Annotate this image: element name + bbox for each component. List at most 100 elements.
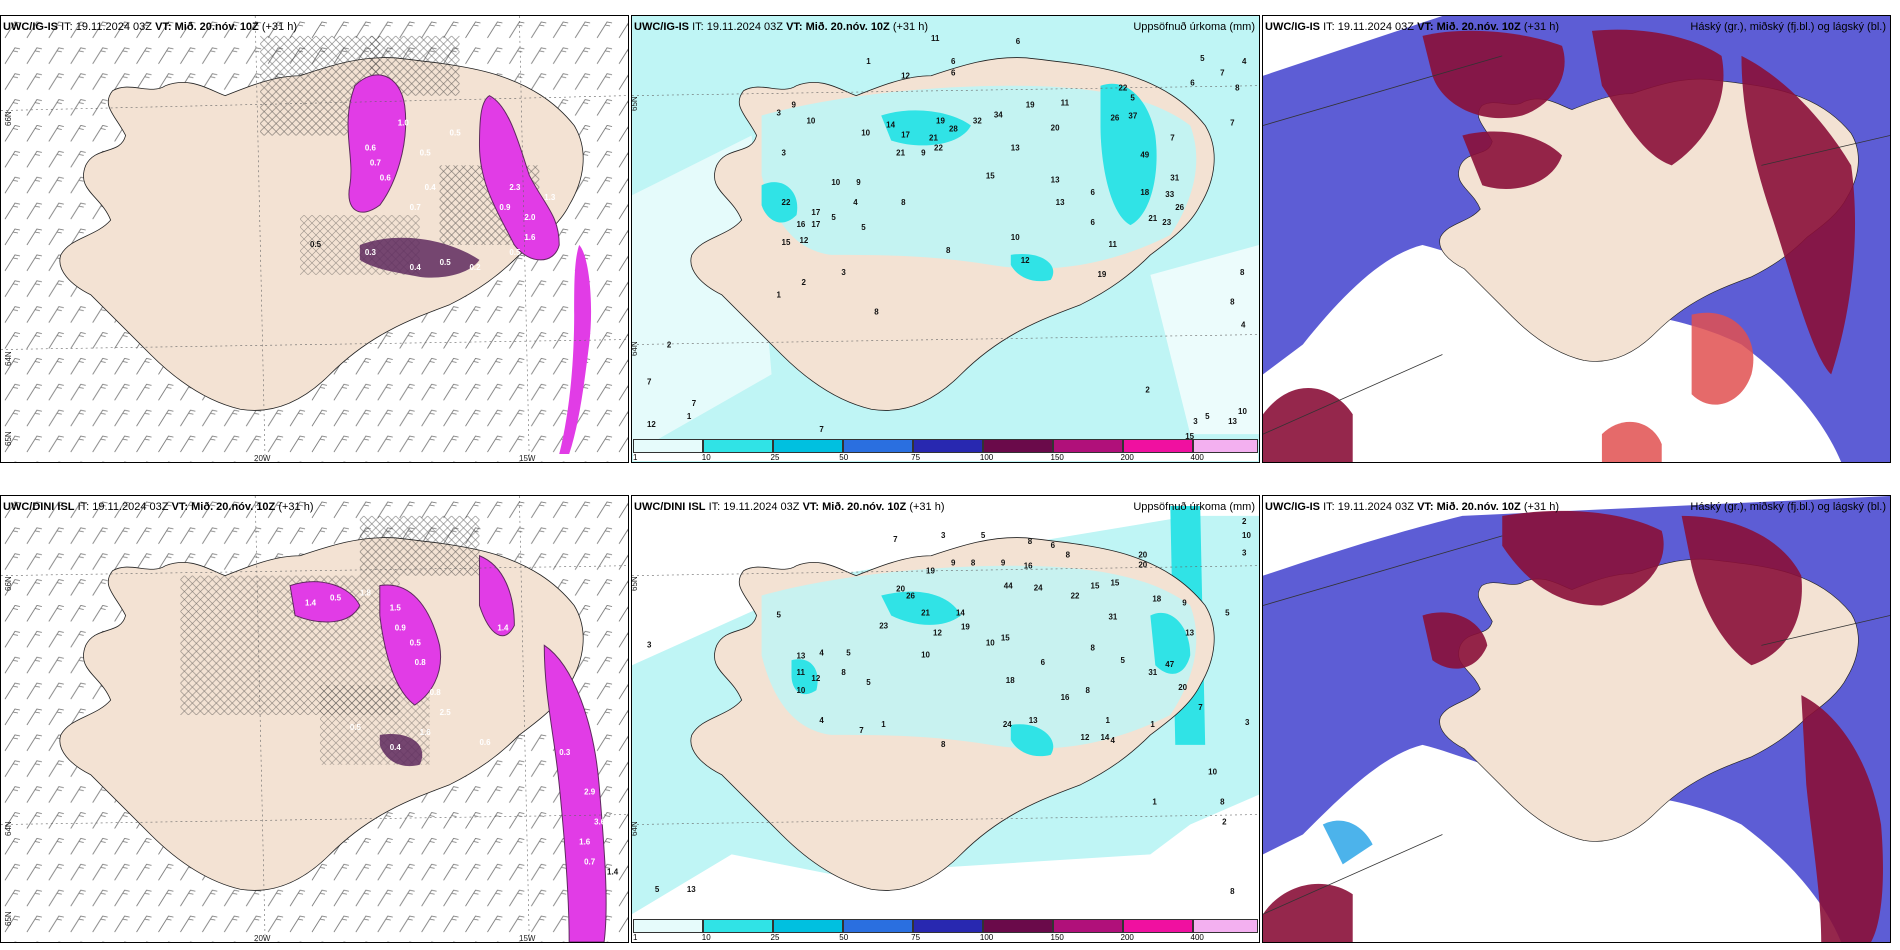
it-value: 19.11.2024 03Z (75, 21, 152, 33)
panel-title: Uppsöfnuð úrkoma (mm) (1133, 501, 1255, 513)
it-value: 19.11.2024 03Z (1337, 21, 1414, 33)
colorbar-tick: 25 (770, 933, 780, 942)
lat-label: 66N (4, 576, 13, 591)
svg-text:20: 20 (1051, 123, 1060, 132)
svg-text:13: 13 (1051, 175, 1060, 184)
svg-text:1.3: 1.3 (544, 193, 556, 202)
svg-text:10: 10 (806, 117, 815, 126)
svg-text:37: 37 (1128, 112, 1137, 121)
svg-text:16: 16 (796, 220, 805, 229)
svg-text:0.9: 0.9 (499, 203, 511, 212)
svg-text:22: 22 (1071, 592, 1080, 601)
svg-text:10: 10 (1011, 233, 1020, 242)
panel-bottom-left-snow-map: 1.4 0.5 1.8 1.5 0.9 0.5 0.8 1.4 0.3 2.9 … (0, 495, 629, 943)
panel-header: UWC/DINI ISL IT: 19.11.2024 03Z VT: Mið.… (634, 501, 1255, 517)
svg-text:12: 12 (933, 628, 942, 637)
svg-text:14: 14 (886, 121, 895, 130)
svg-text:2.0: 2.0 (524, 213, 536, 222)
svg-text:5: 5 (861, 223, 866, 232)
model-source: UWC/IG-IS (634, 21, 689, 33)
vt-value: Mið. 20.nóv. 10Z (1436, 501, 1521, 513)
panel-header: UWC/DINI ISL IT: 19.11.2024 03Z VT: Mið.… (3, 501, 624, 517)
it-value: 19.11.2024 03Z (1337, 501, 1414, 513)
svg-text:2: 2 (1222, 818, 1227, 827)
snow-value-labels: 1.4 0.5 1.8 1.5 0.9 0.5 0.8 1.4 0.3 2.9 … (305, 589, 619, 877)
lead-time: (+31 h) (1523, 21, 1560, 33)
vt-value: Mið. 20.nóv. 10Z (822, 501, 907, 513)
svg-text:26: 26 (1110, 114, 1119, 123)
svg-text:14: 14 (1101, 733, 1110, 742)
svg-text:18: 18 (1006, 676, 1015, 685)
precip-value-labels: 7 3 5 8 6 8 2 10 20 20 3 19 9 8 9 16 24 … (647, 517, 1252, 896)
svg-text:0.4: 0.4 (390, 743, 402, 752)
svg-text:31: 31 (1170, 173, 1179, 182)
svg-text:26: 26 (1175, 203, 1184, 212)
svg-text:8: 8 (941, 740, 946, 749)
svg-text:10: 10 (986, 638, 995, 647)
lat-label: 65N (631, 576, 639, 591)
model-source: UWC/IG-IS (3, 21, 58, 33)
svg-text:3: 3 (1193, 417, 1198, 426)
svg-text:0.8: 0.8 (415, 658, 427, 667)
model-source: UWC/DINI ISL (634, 501, 706, 513)
colorbar-tick: 50 (839, 453, 849, 462)
svg-text:8: 8 (946, 246, 951, 255)
panel-header: UWC/IG-IS IT: 19.11.2024 03Z VT: Mið. 20… (634, 21, 1255, 37)
svg-text:10: 10 (831, 178, 840, 187)
svg-text:10: 10 (921, 650, 930, 659)
svg-text:0.9: 0.9 (395, 623, 407, 632)
svg-text:32: 32 (973, 117, 982, 126)
svg-text:1.8: 1.8 (360, 589, 372, 598)
precipitation-map: 11 6 6 1 12 6 5 7 6 8 4 7 3 9 10 14 17 1… (632, 16, 1259, 462)
svg-text:1.4: 1.4 (497, 623, 509, 632)
svg-text:7: 7 (692, 399, 697, 408)
svg-text:0.5: 0.5 (350, 723, 362, 732)
panel-header: UWC/IG-IS IT: 19.11.2024 03Z VT: Mið. 20… (1265, 501, 1886, 517)
colorbar-tick: 400 (1190, 453, 1204, 462)
svg-text:24: 24 (1034, 584, 1043, 593)
svg-text:8: 8 (1028, 537, 1033, 546)
vt-value: Mið. 20.nóv. 10Z (191, 501, 276, 513)
panel-top-right-cloud-map: UWC/IG-IS IT: 19.11.2024 03Z VT: Mið. 20… (1262, 15, 1891, 463)
lat-label: 65N (4, 431, 13, 446)
svg-text:6: 6 (1051, 541, 1056, 550)
svg-text:1.6: 1.6 (420, 728, 432, 737)
svg-text:4: 4 (819, 716, 824, 725)
svg-text:15: 15 (1001, 633, 1010, 642)
svg-text:0.5: 0.5 (410, 638, 422, 647)
svg-text:14: 14 (956, 608, 965, 617)
svg-text:4: 4 (1241, 321, 1246, 330)
lead-time: (+31 h) (1523, 501, 1560, 513)
svg-text:2.9: 2.9 (584, 788, 596, 797)
svg-text:8: 8 (1220, 798, 1225, 807)
svg-text:7: 7 (1220, 69, 1225, 78)
svg-text:34: 34 (994, 111, 1003, 120)
it-value: 19.11.2024 03Z (723, 501, 800, 513)
svg-text:6: 6 (951, 69, 956, 78)
lat-label: 65N (4, 911, 13, 926)
svg-text:11: 11 (931, 34, 940, 43)
svg-text:13: 13 (687, 885, 696, 894)
snowfall-map: 1.0 0.5 0.5 0.6 0.7 0.6 0.4 0.7 2.3 2.0 … (1, 16, 628, 462)
svg-text:5: 5 (1200, 54, 1205, 63)
svg-text:1: 1 (1150, 720, 1155, 729)
colorbar-tick: 200 (1120, 453, 1134, 462)
svg-text:0.7: 0.7 (410, 203, 422, 212)
svg-text:8: 8 (1091, 643, 1096, 652)
svg-text:33: 33 (1165, 190, 1174, 199)
svg-text:3: 3 (647, 640, 652, 649)
colorbar-tick: 1 (633, 933, 638, 942)
vt-label: VT: (171, 501, 189, 513)
svg-text:7: 7 (1230, 119, 1235, 128)
svg-text:1: 1 (777, 291, 782, 300)
svg-text:49: 49 (1140, 150, 1149, 159)
svg-text:15: 15 (986, 171, 995, 180)
lat-label: 64N (4, 821, 13, 836)
svg-text:0.4: 0.4 (425, 183, 437, 192)
svg-text:6: 6 (1091, 218, 1096, 227)
svg-text:6: 6 (1190, 79, 1195, 88)
svg-text:0.8: 0.8 (430, 688, 442, 697)
svg-text:5: 5 (1205, 412, 1210, 421)
svg-text:2.5: 2.5 (440, 708, 452, 717)
svg-text:7: 7 (859, 726, 864, 735)
